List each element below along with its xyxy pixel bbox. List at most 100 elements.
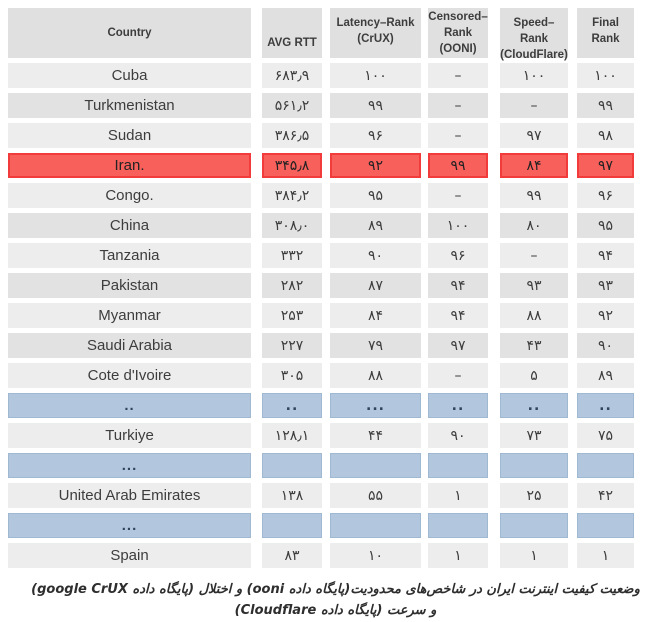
censored-rank-cell: ۱ — [428, 543, 488, 568]
avg-rtt-cell — [262, 513, 322, 538]
censored-rank-cell: – — [428, 183, 488, 208]
latency-rank-cell: ۸۹ — [330, 213, 421, 238]
table-row: China ۳۰۸٫۰ ۸۹ ۱۰۰ ۸۰ ۹۵ — [8, 213, 671, 238]
final-rank-cell: ۴۲ — [577, 483, 634, 508]
speed-rank-cell — [500, 453, 568, 478]
country-cell: ... — [8, 453, 251, 478]
country-cell: Myanmar — [8, 303, 251, 328]
col-header-avg-rtt: AVG RTT — [262, 8, 322, 58]
caption-line-1: وضعیت کیفیت اینترنت ایران در شاخص‌های مح… — [31, 582, 640, 597]
table-row: Cuba ۶۸۳٫۹ ۱۰۰–۱۰۰ ۱۰۰ — [8, 63, 671, 88]
col-header-final-rank: Final Rank — [577, 8, 634, 58]
country-cell: Iran. — [8, 153, 251, 178]
country-cell: Turkmenistan — [8, 93, 251, 118]
censored-rank-cell — [428, 513, 488, 538]
speed-rank-cell: ۸۰ — [500, 213, 568, 238]
speed-rank-cell: .. — [500, 393, 568, 418]
table-row-iran-highlighted: Iran. ۳۴۵٫۸ ۹۲ ۹۹ ۸۴ ۹۷ — [8, 153, 671, 178]
final-rank-cell: ۹۰ — [577, 333, 634, 358]
latency-rank-cell: ۴۴ — [330, 423, 421, 448]
latency-rank-cell — [330, 453, 421, 478]
final-rank-cell: ۹۹ — [577, 93, 634, 118]
caption-line-2: و سرعت (پایگاه داده Cloudflare) — [234, 603, 437, 619]
country-cell: Sudan — [8, 123, 251, 148]
latency-rank-cell: ... — [330, 393, 421, 418]
table-row: Congo. ۳۸۴٫۲ ۹۵–۹۹ ۹۶ — [8, 183, 671, 208]
avg-rtt-cell: ۱۲۸٫۱ — [262, 423, 322, 448]
avg-rtt-cell: ۲۵۳ — [262, 303, 322, 328]
final-rank-cell: ۷۵ — [577, 423, 634, 448]
latency-rank-cell: ۸۴ — [330, 303, 421, 328]
latency-rank-cell — [330, 513, 421, 538]
speed-rank-cell: ۴۳ — [500, 333, 568, 358]
censored-rank-cell — [428, 453, 488, 478]
table-row: United Arab Emirates ۱۳۸ ۵۵ ۱ ۲۵ ۴۲ — [8, 483, 671, 508]
avg-rtt-cell: ۲۸۲ — [262, 273, 322, 298]
latency-rank-cell: ۱۰ — [330, 543, 421, 568]
speed-rank-cell: ۹۷ — [500, 123, 568, 148]
avg-rtt-cell: ۳۰۵ — [262, 363, 322, 388]
avg-rtt-cell: ۱۳۸ — [262, 483, 322, 508]
latency-rank-cell: ۸۸ — [330, 363, 421, 388]
censored-rank-cell: – — [428, 123, 488, 148]
censored-rank-cell: ۹۷ — [428, 333, 488, 358]
avg-rtt-cell: ۲۲۷ — [262, 333, 322, 358]
final-rank-cell: ۱ — [577, 543, 634, 568]
table-row-separator: ... — [8, 453, 671, 478]
country-cell: Tanzania — [8, 243, 251, 268]
latency-rank-cell: ۹۲ — [330, 153, 421, 178]
table-row-separator: ... — [8, 513, 671, 538]
country-cell: Cote d'Ivoire — [8, 363, 251, 388]
speed-rank-cell: – — [500, 93, 568, 118]
final-rank-cell: ۹۵ — [577, 213, 634, 238]
final-rank-cell: ۹۲ — [577, 303, 634, 328]
speed-rank-cell: ۷۳ — [500, 423, 568, 448]
col-header-latency-rank: Latency–Rank (CrUX) — [330, 8, 421, 58]
final-rank-cell: ۹۴ — [577, 243, 634, 268]
censored-rank-cell: – — [428, 363, 488, 388]
table-header-row: Country AVG RTT Latency–Rank (CrUX) Cens… — [8, 8, 671, 61]
country-cell: Pakistan — [8, 273, 251, 298]
speed-rank-cell: – — [500, 243, 568, 268]
censored-rank-cell: ۱۰۰ — [428, 213, 488, 238]
table-row-separator: ............. — [8, 393, 671, 418]
censored-rank-cell: .. — [428, 393, 488, 418]
avg-rtt-cell: ۳۸۴٫۲ — [262, 183, 322, 208]
table-caption: وضعیت کیفیت اینترنت ایران در شاخص‌های مح… — [8, 579, 663, 622]
avg-rtt-cell: ۳۴۵٫۸ — [262, 153, 322, 178]
country-cell: Saudi Arabia — [8, 333, 251, 358]
latency-rank-cell: ۹۶ — [330, 123, 421, 148]
country-cell: Congo. — [8, 183, 251, 208]
avg-rtt-cell: ۶۸۳٫۹ — [262, 63, 322, 88]
censored-rank-cell: ۱ — [428, 483, 488, 508]
censored-rank-cell: – — [428, 63, 488, 88]
col-header-speed-rank: Speed–Rank (CloudFlare) — [500, 8, 568, 61]
final-rank-cell — [577, 453, 634, 478]
speed-rank-cell: ۲۵ — [500, 483, 568, 508]
speed-rank-cell: ۹۳ — [500, 273, 568, 298]
final-rank-cell — [577, 513, 634, 538]
table-row: Spain ۸۳ ۱۰ ۱ ۱ ۱ — [8, 543, 671, 568]
avg-rtt-cell — [262, 453, 322, 478]
country-cell: ... — [8, 513, 251, 538]
speed-rank-cell: ۱ — [500, 543, 568, 568]
country-cell: Spain — [8, 543, 251, 568]
country-cell: .. — [8, 393, 251, 418]
country-cell: United Arab Emirates — [8, 483, 251, 508]
latency-rank-cell: ۷۹ — [330, 333, 421, 358]
censored-rank-cell: ۹۴ — [428, 273, 488, 298]
censored-rank-cell: ۹۰ — [428, 423, 488, 448]
avg-rtt-cell: .. — [262, 393, 322, 418]
final-rank-cell: ۹۸ — [577, 123, 634, 148]
table-row: Sudan ۳۸۶٫۵ ۹۶–۹۷ ۹۸ — [8, 123, 671, 148]
table-row: Myanmar ۲۵۳ ۸۴ ۹۴ ۸۸ ۹۲ — [8, 303, 671, 328]
country-cell: China — [8, 213, 251, 238]
final-rank-cell: ۹۳ — [577, 273, 634, 298]
country-cell: Turkiye — [8, 423, 251, 448]
final-rank-cell: ۹۷ — [577, 153, 634, 178]
speed-rank-cell — [500, 513, 568, 538]
col-header-censored-rank: Censored– Rank (OONI) — [428, 8, 488, 58]
col-header-country: Country — [8, 8, 251, 58]
latency-rank-cell: ۹۵ — [330, 183, 421, 208]
